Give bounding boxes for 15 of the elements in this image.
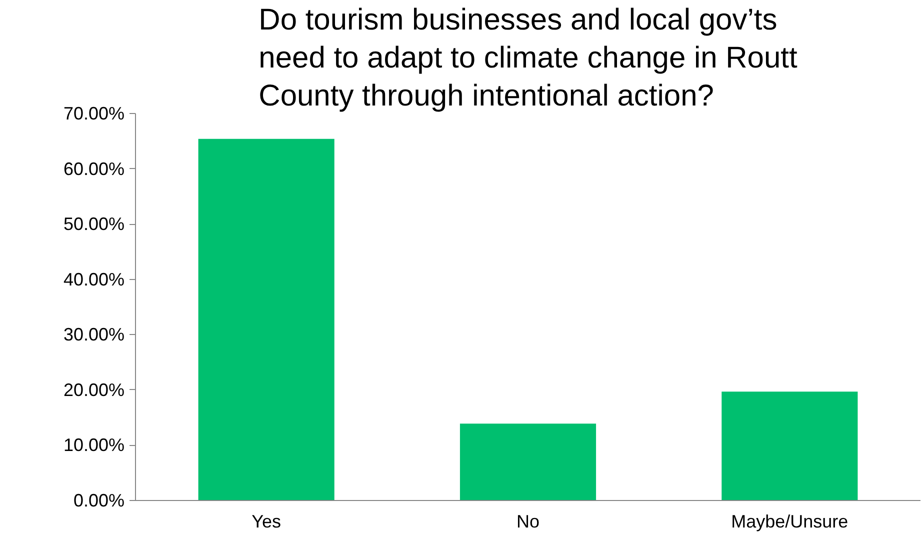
bar	[198, 138, 334, 500]
y-tick-label: 10.00%	[63, 435, 125, 456]
y-tick-label: 30.00%	[63, 324, 125, 345]
y-tick-label: 20.00%	[63, 380, 125, 400]
chart-title: Do tourism businesses and local gov’ts need to adapt to climate change in Routt County through intentional action?	[258, 4, 798, 112]
x-tick-label: Yes	[252, 512, 282, 532]
y-tick-label: 0.00%	[73, 490, 125, 510]
y-tick-label: 60.00%	[63, 158, 125, 179]
x-tick-label: No	[516, 512, 540, 532]
bar	[722, 392, 858, 500]
y-tick-label: 50.00%	[63, 214, 125, 234]
x-tick-label: Maybe/Unsure	[731, 512, 848, 532]
y-tick-label: 70.00%	[63, 104, 125, 124]
y-tick-label: 40.00%	[63, 269, 125, 290]
bar	[460, 424, 596, 500]
